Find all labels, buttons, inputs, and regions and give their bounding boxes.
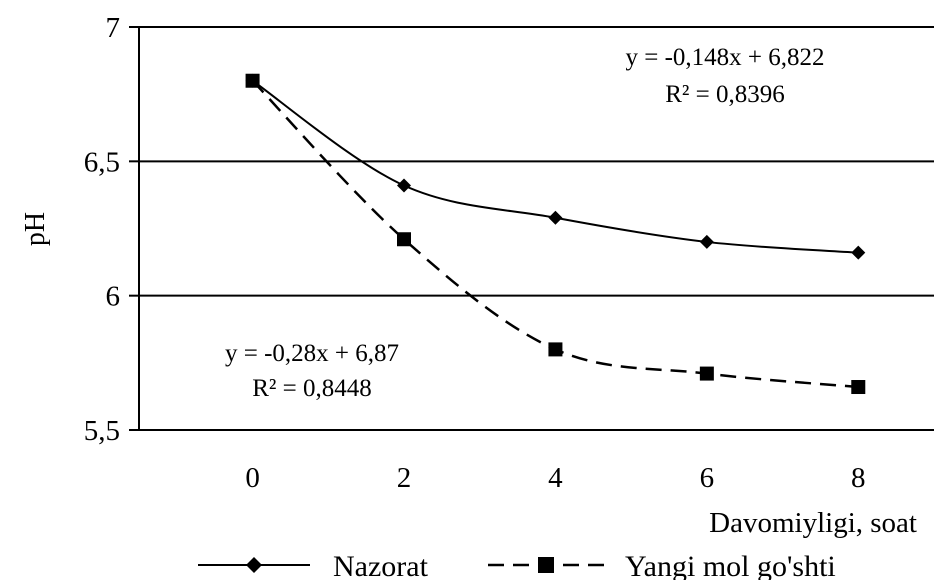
legend-marker-yangi-mol-goshti — [538, 557, 554, 573]
equation-yangi-mol-goshti: y = -0,28x + 6,87 — [225, 340, 399, 367]
legend-label-yangi-mol-goshti: Yangi mol go'shti — [625, 550, 836, 580]
x-tick-label-0: 0 — [245, 462, 260, 494]
x-tick-label-3: 6 — [700, 462, 715, 494]
series-layer — [245, 73, 866, 395]
y-tick-labels: 5,5 6 6,5 7 — [84, 12, 120, 447]
equation-nazorat: y = -0,148x + 6,822 — [625, 44, 824, 71]
y-tick-label-2: 6,5 — [84, 146, 120, 178]
gridlines — [139, 26, 934, 297]
data-point-s1-2 — [548, 342, 563, 357]
data-point-s0-3 — [699, 234, 714, 249]
r2-nazorat: R² = 0,8396 — [665, 81, 785, 108]
data-point-s1-0 — [245, 73, 260, 88]
x-tick-label-1: 2 — [397, 462, 412, 494]
r2-yangi-mol-goshti: R² = 0,8448 — [252, 375, 372, 402]
data-point-s0-2 — [548, 210, 563, 225]
axes — [129, 26, 934, 431]
x-tick-label-2: 4 — [548, 462, 563, 494]
legend-label-nazorat: Nazorat — [333, 550, 429, 580]
y-tick-label-1: 6 — [106, 281, 121, 313]
y-axis-label: pH — [20, 212, 51, 246]
legend-marker-nazorat — [246, 557, 262, 573]
data-point-s1-1 — [397, 232, 411, 247]
x-tick-labels: 0 2 4 6 8 — [245, 462, 865, 494]
y-tick-label-3: 7 — [106, 12, 121, 44]
x-axis-label: Davomiyligi, soat — [709, 507, 917, 539]
data-point-s0-4 — [851, 245, 866, 260]
data-point-s1-4 — [851, 380, 866, 395]
data-point-s0-1 — [397, 178, 411, 193]
y-tick-label-0: 5,5 — [84, 415, 120, 447]
data-point-s1-3 — [699, 366, 714, 381]
x-tick-label-4: 8 — [851, 462, 866, 494]
legend: Nazorat Yangi mol go'shti — [198, 550, 836, 580]
